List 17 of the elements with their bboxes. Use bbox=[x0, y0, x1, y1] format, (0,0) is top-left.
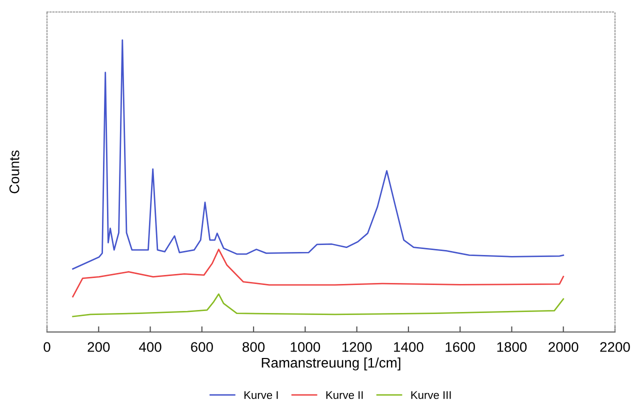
x-tick-label: 1400 bbox=[394, 342, 424, 352]
legend-label: Kurve II bbox=[326, 391, 363, 399]
x-tick-label: 1000 bbox=[290, 342, 320, 352]
y-axis-title: Counts bbox=[9, 150, 20, 194]
x-tick-label: 0 bbox=[44, 342, 50, 352]
legend-label: Kurve I bbox=[244, 391, 278, 399]
legend-label: Kurve III bbox=[411, 391, 451, 399]
x-tick-label: 1800 bbox=[497, 342, 527, 352]
x-tick-label: 800 bbox=[242, 342, 265, 352]
x-tick-label: 2200 bbox=[600, 342, 630, 352]
x-tick-label: 1600 bbox=[446, 342, 475, 352]
x-tick-label: 1200 bbox=[342, 342, 372, 352]
x-tick-label: 400 bbox=[139, 342, 162, 352]
x-tick-label: 200 bbox=[88, 342, 110, 352]
x-axis-title: Ramanstreuung [1/cm] bbox=[262, 357, 400, 370]
x-tick-label: 600 bbox=[191, 342, 213, 352]
x-tick-label: 2000 bbox=[548, 342, 578, 352]
